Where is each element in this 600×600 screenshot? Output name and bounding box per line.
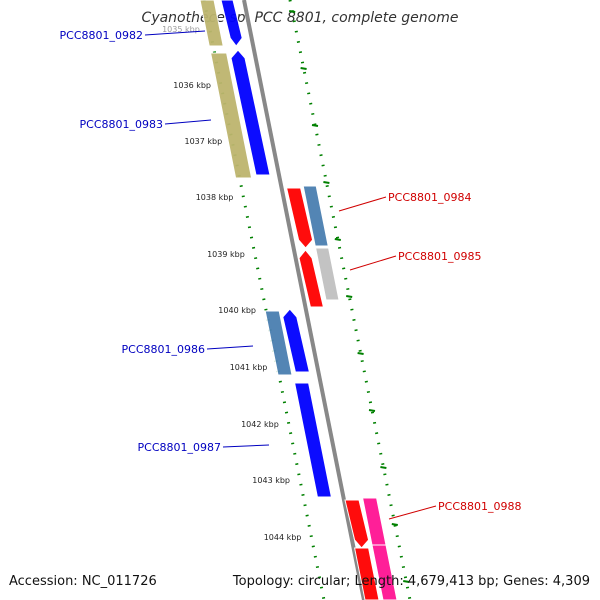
- kbp-tick-label: 1042 kbp: [241, 420, 279, 429]
- label-leader-line: [206, 345, 254, 350]
- gene-block-steel: [264, 310, 293, 376]
- gene-block-red: [353, 547, 380, 600]
- gene-block-red: [298, 249, 325, 308]
- gene-label: PCC8801_0983: [80, 118, 163, 131]
- kbp-tick-label: 1038 kbp: [196, 193, 234, 202]
- right-dotted-guide: [288, 0, 412, 600]
- accession-text: Accession: NC_011726: [9, 574, 157, 589]
- label-leader-line: [144, 30, 206, 36]
- tick-mark: [289, 10, 296, 13]
- gene-block-red: [344, 499, 370, 549]
- gene-label: PCC8801_0987: [138, 441, 221, 454]
- left-dotted-guide: [202, 0, 326, 600]
- tick-mark: [346, 295, 353, 298]
- gene-block-blue: [230, 49, 271, 176]
- gene-label: PCC8801_0988: [438, 500, 521, 513]
- tick-mark: [311, 124, 319, 127]
- gene-block-red: [285, 187, 314, 249]
- gene-label: PCC8801_0982: [60, 29, 143, 42]
- gene-label: PCC8801_0986: [122, 343, 205, 356]
- kbp-tick-label: 1039 kbp: [207, 250, 245, 259]
- gene-block-blue: [220, 0, 243, 47]
- tick-mark: [391, 523, 398, 526]
- label-leader-line: [222, 444, 270, 448]
- label-leader-line: [349, 255, 397, 271]
- tick-mark: [323, 181, 330, 184]
- chromosome-axis: [242, 0, 366, 600]
- gene-block-blue: [282, 308, 311, 373]
- label-leader-line: [338, 196, 387, 212]
- label-leader-line: [388, 505, 437, 520]
- kbp-tick-label: 1037 kbp: [184, 137, 222, 146]
- kbp-tick-label: 1044 kbp: [264, 533, 302, 542]
- label-leader-line: [164, 119, 212, 125]
- tick-mark: [403, 580, 410, 583]
- kbp-tick-label: 1036 kbp: [173, 81, 211, 90]
- gene-block-steel: [302, 185, 329, 247]
- kbp-tick-label: 1043 kbp: [252, 476, 290, 485]
- tick-mark: [300, 67, 307, 70]
- tick-mark: [380, 466, 387, 469]
- gene-block-blue: [293, 382, 333, 498]
- kbp-tick-label: 1035 kbp: [162, 25, 200, 34]
- gene-label: PCC8801_0985: [398, 250, 481, 263]
- map-title: Cyanothece sp. PCC 8801, complete genome: [141, 10, 459, 26]
- gene-block-olive: [199, 0, 224, 47]
- kbp-tick-label: 1041 kbp: [230, 363, 268, 372]
- tick-mark: [334, 238, 341, 241]
- gene-block-olive: [209, 52, 253, 179]
- gene-block-magenta: [371, 544, 398, 600]
- tick-mark: [368, 409, 376, 412]
- tick-mark: [357, 352, 364, 355]
- genome-summary-text: Topology: circular; Length: 4,679,413 bp…: [232, 574, 590, 589]
- kbp-tick-label: 1040 kbp: [218, 306, 256, 315]
- gene-block-gray: [314, 247, 340, 301]
- gene-label: PCC8801_0984: [388, 191, 471, 204]
